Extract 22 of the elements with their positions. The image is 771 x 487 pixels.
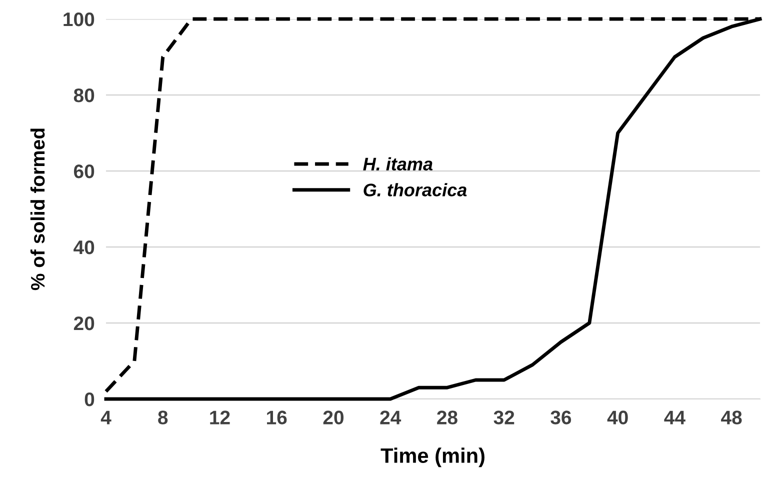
x-tick-label: 36 xyxy=(550,410,572,424)
x-tick-label: 4 xyxy=(100,410,112,424)
x-tick-label: 20 xyxy=(323,410,344,424)
x-tick-label: 40 xyxy=(607,410,628,424)
x-tick-label: 44 xyxy=(664,410,686,424)
x-tick-label: 32 xyxy=(494,410,514,424)
y-tick-label: 100 xyxy=(64,12,94,26)
y-tick-label: 0 xyxy=(84,392,94,406)
x-tick-label: 28 xyxy=(437,410,458,424)
x-tick-label: 12 xyxy=(210,410,230,424)
legend-label: G. thoracica xyxy=(364,183,467,196)
y-tick-label: 20 xyxy=(74,316,94,330)
x-tick-label: 24 xyxy=(380,410,402,424)
legend-label: H. itama xyxy=(363,157,433,171)
x-tick-label: 8 xyxy=(158,410,168,424)
x-tick-label: 16 xyxy=(267,410,287,424)
y-tick-label: 40 xyxy=(74,240,94,254)
x-axis-title: Time (min) xyxy=(380,448,484,468)
y-tick-label: 80 xyxy=(74,88,94,102)
y-axis-title: % of solid formed xyxy=(30,128,45,290)
y-tick-label: 60 xyxy=(74,164,94,178)
x-tick-label: 48 xyxy=(721,410,742,424)
